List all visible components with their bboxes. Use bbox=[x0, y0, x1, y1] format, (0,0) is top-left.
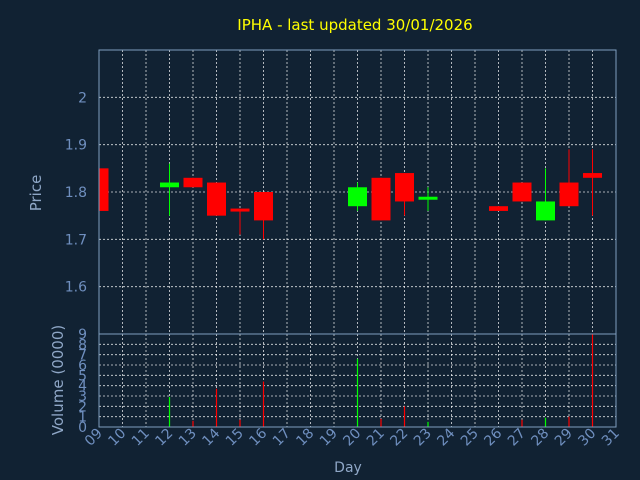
day-tick-label: 31 bbox=[599, 426, 623, 450]
candle-body bbox=[160, 182, 179, 188]
day-tick-label: 20 bbox=[340, 426, 364, 450]
price-tick-label: 2 bbox=[78, 90, 87, 106]
day-tick-label: 22 bbox=[387, 426, 411, 450]
day-tick-label: 11 bbox=[129, 426, 153, 450]
candle-body bbox=[512, 182, 532, 202]
day-tick-label: 14 bbox=[199, 425, 223, 449]
candle-body bbox=[254, 192, 273, 221]
candle-body bbox=[418, 196, 438, 200]
volume-plot-frame bbox=[98, 333, 617, 428]
volume-tick-label: 7 bbox=[78, 348, 87, 364]
volume-tick-label: 1 bbox=[78, 410, 87, 426]
volume-tick-label: 9 bbox=[78, 327, 87, 343]
volume-tick-label: 2 bbox=[78, 399, 87, 415]
candle-body bbox=[583, 173, 602, 178]
price-y-ticks: 2 1.9 1.8 1.7 1.6 bbox=[65, 90, 87, 295]
volume-tick-label: 5 bbox=[78, 368, 87, 384]
candle-body bbox=[395, 173, 414, 202]
candle-body bbox=[183, 177, 203, 188]
candle-body bbox=[371, 177, 391, 221]
day-tick-label: 29 bbox=[552, 426, 576, 450]
day-tick-label: 28 bbox=[528, 426, 552, 450]
day-tick-label: 15 bbox=[223, 426, 247, 450]
day-tick-label: 27 bbox=[505, 426, 529, 450]
candle-body bbox=[230, 208, 250, 212]
chart-title: IPHA - last updated 30/01/2026 bbox=[237, 16, 472, 34]
day-tick-label: 19 bbox=[317, 426, 341, 450]
price-tick-label: 1.7 bbox=[65, 232, 87, 248]
day-tick-label: 18 bbox=[293, 426, 317, 450]
price-tick-label: 1.8 bbox=[65, 185, 87, 201]
volume-bars bbox=[168, 334, 594, 427]
volume-tick-label: 4 bbox=[78, 379, 87, 395]
day-tick-label: 13 bbox=[176, 426, 200, 450]
volume-tick-label: 6 bbox=[78, 358, 87, 374]
price-axis-label: Price bbox=[27, 175, 45, 212]
day-tick-label: 17 bbox=[270, 426, 294, 450]
day-tick-label: 10 bbox=[105, 426, 129, 450]
day-axis-ticks: 09 10 11 12 13 14 15 16 17 18 19 20 21 22 23 24 25 26 27 28… bbox=[82, 425, 623, 449]
day-tick-label: 12 bbox=[152, 426, 176, 450]
price-tick-label: 1.6 bbox=[65, 280, 87, 296]
day-axis-label: Day bbox=[334, 460, 362, 476]
price-candles bbox=[98, 149, 602, 240]
day-tick-label: 16 bbox=[246, 425, 270, 449]
day-tick-label: 24 bbox=[434, 425, 458, 449]
volume-tick-label: 8 bbox=[78, 337, 87, 353]
day-tick-label: 30 bbox=[575, 426, 599, 450]
day-tick-label: 23 bbox=[411, 426, 435, 450]
volume-tick-label: 3 bbox=[78, 389, 87, 405]
candle-body bbox=[559, 182, 579, 207]
day-tick-label: 21 bbox=[364, 426, 388, 450]
price-tick-label: 1.9 bbox=[65, 138, 87, 154]
candle-body bbox=[489, 206, 508, 211]
volume-axis-label: Volume (0000) bbox=[49, 325, 67, 435]
candle-body bbox=[348, 187, 367, 207]
volume-tick-label: 0 bbox=[78, 420, 87, 436]
day-tick-label: 25 bbox=[458, 426, 482, 450]
candle-body bbox=[207, 182, 226, 216]
candle-body bbox=[99, 168, 109, 211]
candle-body bbox=[536, 201, 555, 221]
day-tick-label: 26 bbox=[481, 425, 505, 449]
